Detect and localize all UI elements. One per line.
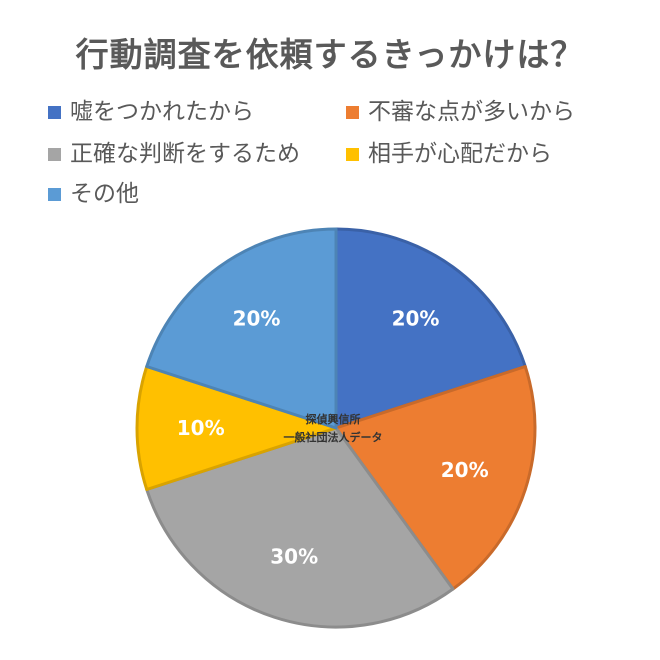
slice-judgement bbox=[145, 426, 455, 629]
data-label-suspicious: 20% bbox=[441, 458, 489, 482]
slice-other bbox=[145, 227, 338, 430]
chart-title: 行動調査を依頼するきっかけは？ bbox=[75, 35, 585, 74]
legend-item-lie: 嘘をつかれたから bbox=[48, 98, 254, 126]
legend-swatch-worry bbox=[346, 147, 359, 161]
legend-swatch-other bbox=[48, 187, 61, 201]
legend-swatch-lie bbox=[48, 105, 61, 119]
legend-item-suspicious: 不審な点が多いから bbox=[346, 98, 575, 126]
data-label-worry: 10% bbox=[177, 416, 225, 440]
slice-suspicious bbox=[334, 365, 537, 591]
slice-lie bbox=[334, 227, 527, 430]
pie-slices bbox=[135, 227, 537, 629]
slice-worry bbox=[135, 365, 338, 491]
pie-data-labels: 20% 20% 30% 10% 20% bbox=[177, 307, 489, 569]
legend-swatch-judgement bbox=[48, 147, 61, 161]
chart-legend: 嘘をつかれたから 不審な点が多いから 正確な判断をするため 相手が心配だから そ… bbox=[0, 0, 660, 220]
legend-label-worry: 相手が心配だから bbox=[368, 141, 552, 167]
legend-item-other: その他 bbox=[48, 180, 139, 208]
center-annotation-line-2: 一般社団法人データ bbox=[284, 430, 383, 444]
data-label-lie: 20% bbox=[392, 307, 440, 331]
data-label-judgement: 30% bbox=[270, 545, 318, 569]
legend-item-judgement: 正確な判断をするため bbox=[48, 140, 300, 168]
legend-label-suspicious: 不審な点が多いから bbox=[368, 99, 575, 125]
legend-swatch-suspicious bbox=[346, 105, 359, 119]
legend-item-worry: 相手が心配だから bbox=[346, 140, 552, 168]
center-annotation-line-1: 探偵興信所 bbox=[306, 412, 361, 426]
legend-label-judgement: 正確な判断をするため bbox=[70, 141, 300, 167]
data-label-other: 20% bbox=[233, 307, 281, 331]
legend-label-other: その他 bbox=[70, 181, 139, 207]
legend-label-lie: 嘘をつかれたから bbox=[70, 99, 254, 125]
